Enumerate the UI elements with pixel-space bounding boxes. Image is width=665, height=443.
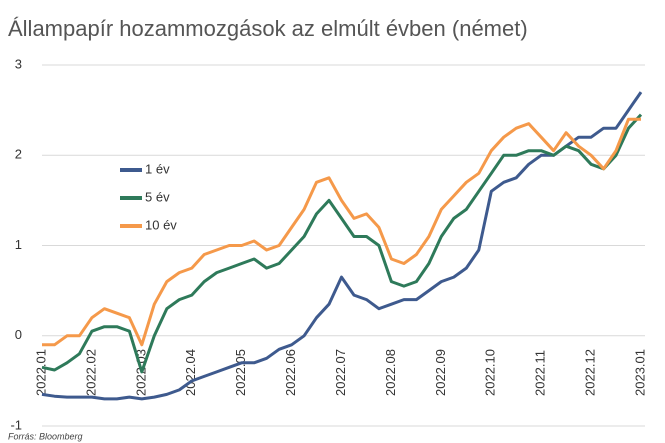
legend-label: 10 év (145, 217, 177, 232)
x-tick-label: 2022.12 (583, 349, 598, 396)
x-tick-label: 2022.10 (483, 349, 498, 396)
series-line (41, 91, 643, 401)
chart-title: Állampapír hozammozgások az elmúlt évben… (8, 16, 528, 41)
legend-label: 5 év (145, 189, 170, 204)
x-tick-label: 2022.08 (383, 349, 398, 396)
x-tick-label: 2022.11 (533, 350, 548, 396)
x-tick-label: 2022.06 (283, 349, 298, 396)
x-tick-label: 2022.04 (183, 349, 198, 396)
x-tick-label: 2022.02 (83, 349, 98, 396)
x-tick-label: 2022.01 (33, 349, 48, 396)
series-line (41, 113, 643, 374)
x-tick-label: 2022.05 (233, 349, 248, 396)
series-line (42, 117, 641, 347)
y-tick-label: 2 (15, 147, 22, 162)
legend-label: 1 év (145, 161, 170, 176)
x-tick-label: 2022.07 (333, 349, 348, 396)
y-tick-label: -1 (10, 417, 22, 432)
y-tick-label: 1 (15, 237, 22, 252)
x-tick-label: 2023.01 (632, 349, 647, 396)
x-tick-label: 2022.09 (433, 349, 448, 396)
source-note: Forrás: Bloomberg (8, 431, 83, 441)
y-tick-label: 3 (15, 56, 22, 71)
y-tick-label: 0 (15, 327, 22, 342)
